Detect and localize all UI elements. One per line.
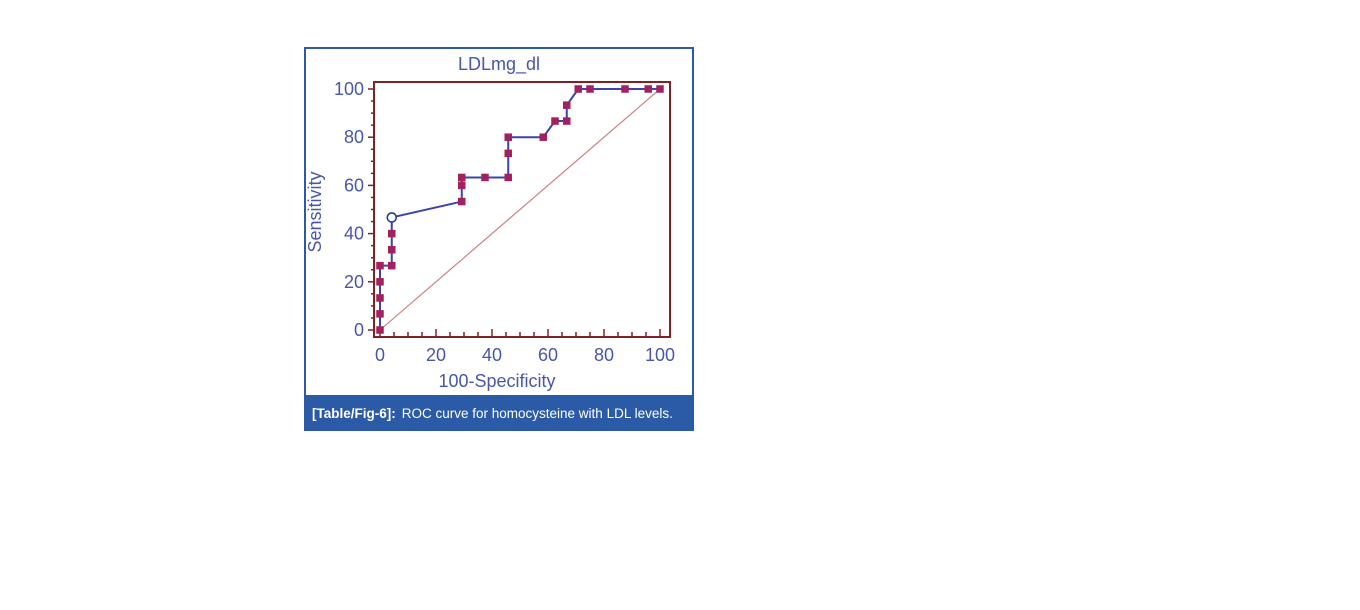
- roc-data-point-marker: [376, 278, 384, 286]
- roc-data-point-marker: [656, 85, 664, 93]
- figure-caption-bar: [Table/Fig-6]: ROC curve for homocystein…: [304, 397, 694, 431]
- roc-data-point-marker: [376, 326, 384, 334]
- roc-data-point-marker: [644, 85, 652, 93]
- y-axis-tick-label: 80: [344, 127, 364, 147]
- x-axis-tick-label: 100: [645, 345, 675, 365]
- roc-figure: LDLmg_dl 0 20 40 60 80 100 0 20 40 60 80 100 100-Spec…: [304, 47, 694, 431]
- roc-chart-canvas: LDLmg_dl 0 20 40 60 80 100 0 20 40 60 80 100 100-Spec…: [306, 54, 675, 391]
- roc-data-point-marker: [388, 245, 396, 254]
- x-axis-tick-label: 0: [375, 345, 385, 365]
- roc-data-point-marker: [563, 101, 571, 109]
- x-axis-tick-label: 40: [482, 345, 502, 365]
- roc-data-point-marker: [458, 173, 466, 182]
- x-axis-tick-label: 60: [538, 345, 558, 365]
- x-axis-label: 100-Specificity: [438, 371, 555, 391]
- reference-diagonal-line: [379, 88, 661, 331]
- roc-data-point-marker: [458, 181, 466, 190]
- operating-point-open-circle: [386, 212, 398, 223]
- chart-title: LDLmg_dl: [458, 54, 540, 75]
- roc-data-point-marker: [504, 149, 512, 158]
- roc-data-point-marker: [504, 133, 512, 141]
- roc-chart-box: LDLmg_dl 0 20 40 60 80 100 0 20 40 60 80 100 100-Spec…: [304, 47, 694, 397]
- roc-data-point-marker: [621, 85, 629, 93]
- figure-caption-text: ROC curve for homocysteine with LDL leve…: [401, 406, 673, 421]
- y-axis-label: Sensitivity: [306, 171, 325, 252]
- roc-data-point-marker: [376, 310, 384, 318]
- roc-data-point-marker: [574, 85, 582, 93]
- roc-data-point-marker: [388, 261, 396, 270]
- roc-data-point-marker: [458, 197, 466, 206]
- plot-frame: [373, 81, 671, 338]
- y-axis-tick-label: 0: [354, 320, 364, 340]
- roc-data-point-marker: [551, 117, 559, 125]
- roc-data-point-marker: [539, 133, 547, 141]
- roc-data-point-marker: [376, 261, 384, 270]
- roc-data-point-marker: [388, 229, 396, 238]
- figure-caption-label: [Table/Fig-6]:: [312, 406, 396, 421]
- y-axis-tick-label: 20: [344, 272, 364, 292]
- roc-data-point-marker: [586, 85, 594, 93]
- y-axis-tick-label: 60: [344, 175, 364, 195]
- y-axis-tick-label: 100: [334, 79, 364, 99]
- y-axis-tick-label: 40: [344, 224, 364, 244]
- roc-data-point-marker: [504, 173, 512, 182]
- roc-data-point-marker: [563, 117, 571, 125]
- x-axis-tick-label: 20: [426, 345, 446, 365]
- roc-data-point-marker: [481, 173, 489, 182]
- x-axis-tick-label: 80: [594, 345, 614, 365]
- roc-data-point-marker: [376, 294, 384, 302]
